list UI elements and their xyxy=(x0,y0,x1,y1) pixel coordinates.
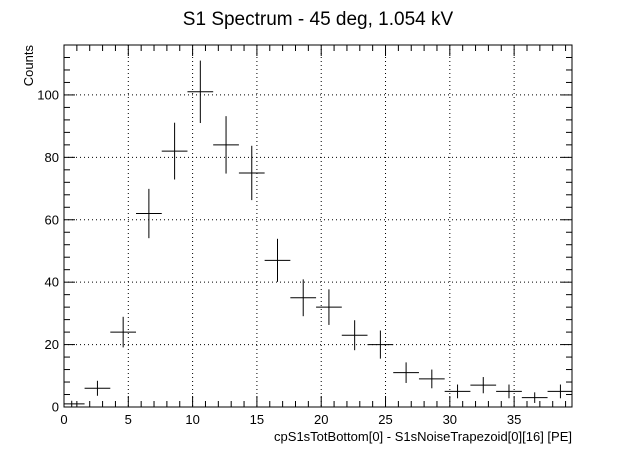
data-point xyxy=(547,384,572,399)
y-tick-label: 0 xyxy=(52,400,59,415)
grid-lines xyxy=(64,45,572,407)
data-points xyxy=(64,60,572,407)
data-point xyxy=(470,377,497,394)
axis-ticks xyxy=(63,44,572,408)
y-tick-label: 80 xyxy=(45,150,59,165)
data-point xyxy=(444,384,471,399)
data-point xyxy=(290,279,317,317)
data-point xyxy=(161,122,188,180)
x-tick-label: 0 xyxy=(60,412,67,427)
y-axis-label: Counts xyxy=(21,45,36,87)
y-tick-label: 100 xyxy=(37,87,59,102)
x-tick-label: 10 xyxy=(185,412,199,427)
x-tick-label: 25 xyxy=(378,412,392,427)
chart-title: S1 Spectrum - 45 deg, 1.054 kV xyxy=(183,9,454,30)
data-point xyxy=(418,369,445,389)
x-tick-label: 35 xyxy=(507,412,521,427)
x-tick-label: 20 xyxy=(314,412,328,427)
y-tick-label: 60 xyxy=(45,212,59,227)
data-point xyxy=(187,60,214,124)
data-point xyxy=(341,320,368,351)
data-point xyxy=(521,392,548,403)
plot-frame xyxy=(63,44,573,408)
y-tick-label: 40 xyxy=(45,275,59,290)
x-tick-label: 30 xyxy=(443,412,457,427)
data-point xyxy=(496,384,522,399)
data-point xyxy=(136,188,162,239)
data-point xyxy=(316,289,342,325)
y-tick-label: 20 xyxy=(45,337,59,352)
data-point xyxy=(393,362,419,383)
data-point xyxy=(110,316,137,348)
data-point xyxy=(64,400,85,407)
tick-labels: 0 5 10 15 20 25 30 35 0 20 40 60 80 100 xyxy=(37,87,521,427)
data-point xyxy=(238,145,265,201)
x-tick-label: 5 xyxy=(125,412,132,427)
data-point xyxy=(213,116,239,174)
x-tick-label: 15 xyxy=(250,412,264,427)
data-point xyxy=(84,380,111,396)
x-axis-label: cpS1sTotBottom[0] - S1sNoiseTrapezoid[0]… xyxy=(274,429,572,444)
data-point xyxy=(367,330,394,359)
data-point xyxy=(264,238,291,282)
